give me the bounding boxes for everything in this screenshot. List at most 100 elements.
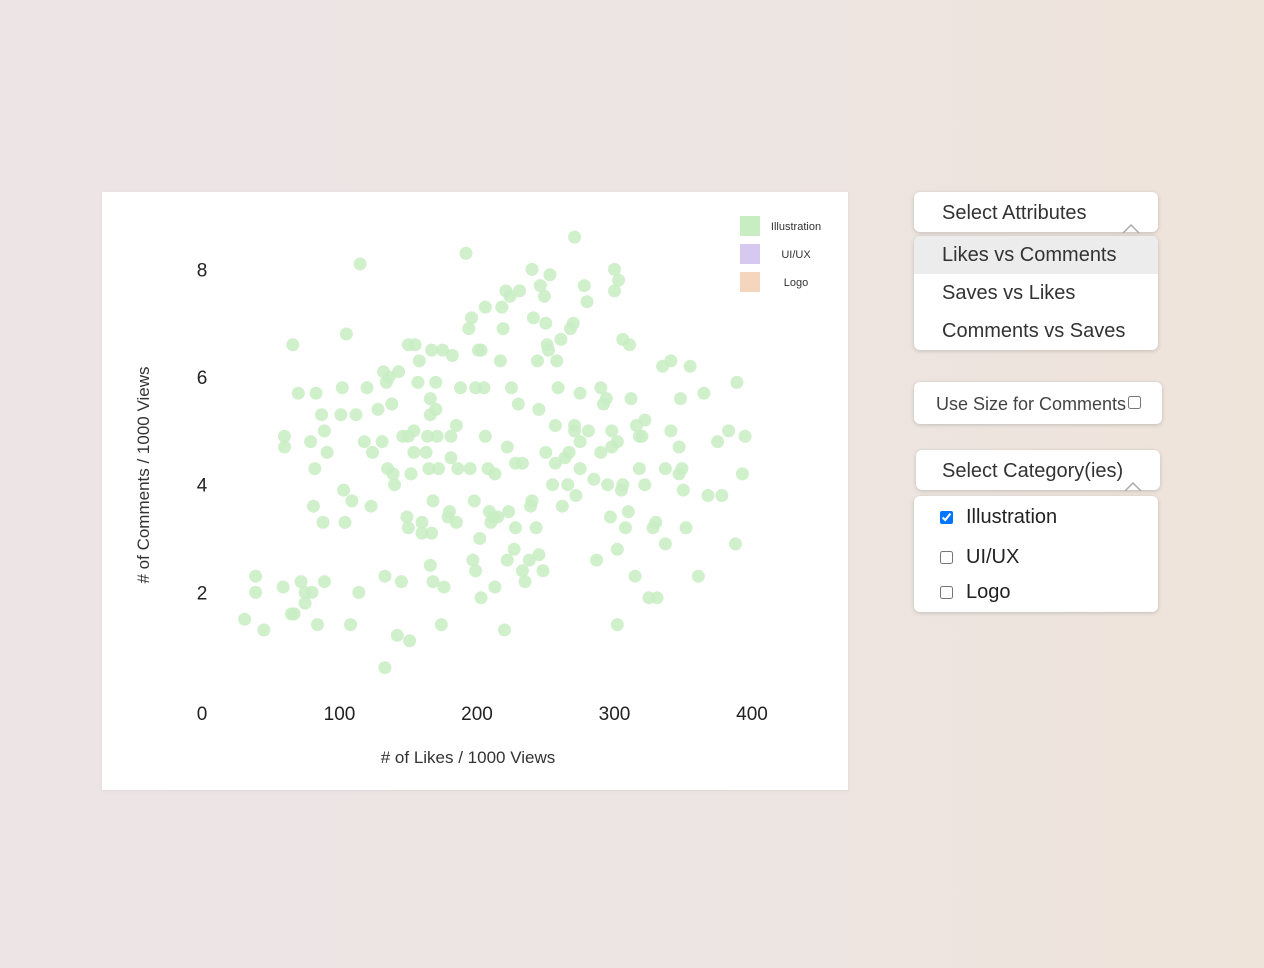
data-point[interactable]: [587, 472, 601, 486]
data-point[interactable]: [316, 515, 330, 529]
data-point[interactable]: [533, 279, 547, 293]
data-point[interactable]: [581, 424, 595, 438]
data-point[interactable]: [500, 440, 514, 454]
data-point[interactable]: [278, 429, 291, 443]
data-point[interactable]: [317, 575, 331, 589]
data-point[interactable]: [334, 408, 348, 422]
data-point[interactable]: [426, 575, 440, 589]
data-point[interactable]: [419, 445, 433, 459]
data-point[interactable]: [286, 338, 300, 352]
data-point[interactable]: [697, 386, 711, 400]
data-point[interactable]: [610, 435, 624, 449]
data-point[interactable]: [511, 397, 525, 411]
data-point[interactable]: [580, 295, 594, 309]
data-point[interactable]: [683, 359, 697, 373]
data-point[interactable]: [459, 246, 473, 260]
data-point[interactable]: [352, 585, 366, 599]
data-point[interactable]: [345, 494, 359, 508]
data-point[interactable]: [315, 408, 329, 422]
data-point[interactable]: [638, 413, 652, 427]
data-point[interactable]: [385, 397, 399, 411]
data-point[interactable]: [366, 445, 379, 459]
data-point[interactable]: [444, 429, 458, 443]
data-point[interactable]: [317, 424, 331, 438]
data-point[interactable]: [478, 429, 492, 443]
data-point[interactable]: [664, 354, 678, 368]
data-point[interactable]: [426, 494, 440, 508]
data-point[interactable]: [539, 316, 553, 330]
data-point[interactable]: [730, 375, 744, 389]
data-point[interactable]: [357, 435, 371, 449]
data-point[interactable]: [674, 392, 687, 406]
data-point[interactable]: [353, 257, 367, 271]
data-point[interactable]: [638, 478, 652, 492]
data-point[interactable]: [278, 440, 291, 454]
data-point[interactable]: [371, 402, 385, 416]
select-category-dropdown[interactable]: Select Category(ies): [916, 450, 1160, 492]
data-point[interactable]: [465, 311, 478, 325]
data-point[interactable]: [238, 612, 252, 626]
data-point[interactable]: [425, 343, 439, 357]
data-point[interactable]: [515, 564, 529, 578]
data-point[interactable]: [392, 365, 406, 379]
data-point[interactable]: [621, 505, 635, 519]
data-point[interactable]: [504, 381, 518, 395]
data-point[interactable]: [676, 483, 690, 497]
attribute-option-comments-vs-saves[interactable]: Comments vs Saves: [942, 320, 1126, 342]
data-point[interactable]: [309, 386, 323, 400]
data-point[interactable]: [477, 381, 491, 395]
data-point[interactable]: [308, 462, 322, 476]
data-point[interactable]: [603, 510, 617, 524]
data-point[interactable]: [421, 429, 434, 443]
data-point[interactable]: [437, 580, 451, 594]
data-point[interactable]: [276, 580, 290, 594]
data-point[interactable]: [306, 499, 320, 513]
data-point[interactable]: [436, 343, 450, 357]
data-point[interactable]: [522, 553, 536, 567]
category-logo-checkbox[interactable]: [940, 586, 953, 599]
data-point[interactable]: [257, 623, 271, 637]
data-point[interactable]: [599, 392, 613, 406]
data-point[interactable]: [449, 419, 463, 432]
data-point[interactable]: [701, 489, 715, 502]
data-point[interactable]: [619, 521, 632, 535]
data-point[interactable]: [378, 569, 392, 583]
data-point[interactable]: [590, 553, 604, 567]
data-point[interactable]: [525, 494, 539, 508]
data-point[interactable]: [594, 381, 608, 395]
data-point[interactable]: [532, 402, 546, 416]
data-point[interactable]: [605, 424, 619, 438]
data-point[interactable]: [474, 343, 488, 357]
data-point[interactable]: [546, 478, 560, 492]
data-point[interactable]: [415, 515, 429, 529]
data-point[interactable]: [624, 392, 638, 406]
attribute-option-saves-vs-likes[interactable]: Saves vs Likes: [942, 282, 1076, 304]
data-point[interactable]: [632, 462, 646, 476]
data-point[interactable]: [425, 526, 439, 540]
data-point[interactable]: [537, 289, 551, 303]
data-point[interactable]: [568, 230, 582, 244]
data-point[interactable]: [430, 429, 444, 443]
data-point[interactable]: [320, 445, 334, 459]
data-point[interactable]: [466, 553, 480, 567]
data-point[interactable]: [623, 338, 637, 352]
data-point[interactable]: [463, 462, 477, 476]
data-point[interactable]: [573, 435, 587, 449]
data-point[interactable]: [386, 467, 400, 481]
data-point[interactable]: [502, 505, 516, 519]
data-point[interactable]: [412, 354, 426, 368]
data-point[interactable]: [715, 489, 729, 502]
data-point[interactable]: [467, 494, 481, 508]
data-point[interactable]: [407, 424, 421, 438]
data-point[interactable]: [503, 289, 517, 303]
data-point[interactable]: [722, 424, 736, 438]
data-point[interactable]: [478, 300, 492, 314]
data-point[interactable]: [635, 429, 649, 443]
category-illustration-checkbox[interactable]: [940, 511, 953, 524]
data-point[interactable]: [542, 343, 555, 357]
data-point[interactable]: [488, 467, 502, 481]
data-point[interactable]: [364, 499, 378, 513]
data-point[interactable]: [443, 505, 456, 519]
data-point[interactable]: [554, 332, 568, 346]
data-point[interactable]: [573, 386, 587, 400]
